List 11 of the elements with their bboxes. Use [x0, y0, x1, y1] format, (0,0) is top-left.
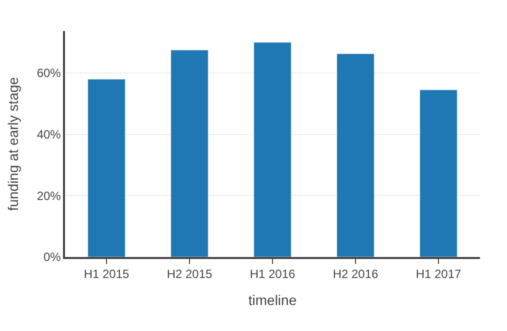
- y-tick-label: 20%: [36, 188, 62, 203]
- y-tick-label: 60%: [36, 66, 62, 80]
- x-tick-label: H1 2016: [250, 267, 296, 282]
- x-tick-label: H2 2015: [166, 267, 213, 282]
- y-tick-label: 0%: [44, 250, 62, 264]
- y-axis-title: funding at early stage: [4, 76, 21, 211]
- x-tick-label: H1 2015: [84, 267, 130, 282]
- x-axis-title: timeline: [248, 292, 297, 308]
- x-tick-label: H1 2017: [416, 267, 462, 282]
- x-tick-label: H2 2016: [332, 267, 379, 282]
- y-tick-label: 40%: [36, 128, 62, 142]
